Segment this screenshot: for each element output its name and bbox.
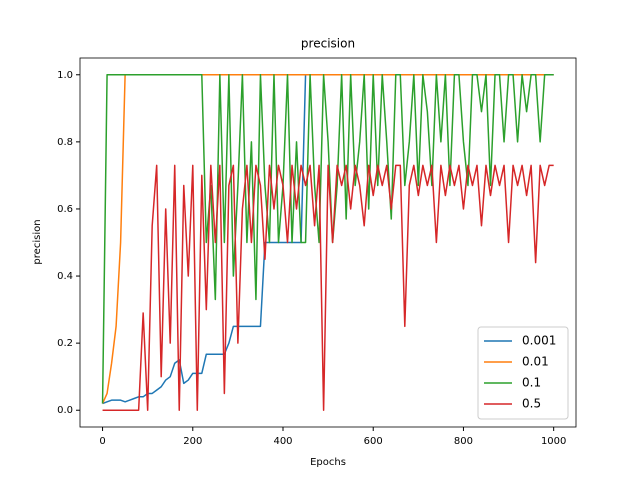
legend-label: 0.1 [522,376,541,390]
y-axis-label: precision [32,219,43,264]
x-tick-label: 400 [273,436,292,447]
x-tick-label: 0 [99,436,105,447]
y-tick-label: 0.6 [57,204,73,215]
plot-frame [79,57,577,428]
y-tick-label: 0.8 [57,137,73,148]
legend-label: 0.001 [522,334,556,348]
x-tick-label: 1000 [541,436,566,447]
legend-box [477,326,569,420]
chart-title: precision [301,37,355,51]
y-tick-label: 0.0 [57,405,73,416]
y-tick-label: 0.4 [57,271,73,282]
line-series [101,74,554,404]
x-tick-label: 200 [183,436,202,447]
line-series [102,164,554,411]
x-axis-label: Epochs [310,457,346,468]
x-tick-label: 800 [454,436,473,447]
legend-label: 0.5 [522,397,541,411]
legend-label: 0.01 [522,355,549,369]
y-tick-label: 0.2 [57,338,73,349]
x-tick-label: 600 [364,436,383,447]
y-tick-label: 1.0 [57,70,73,81]
legend: 0.001 0.01 0.1 0.5 [477,326,569,420]
